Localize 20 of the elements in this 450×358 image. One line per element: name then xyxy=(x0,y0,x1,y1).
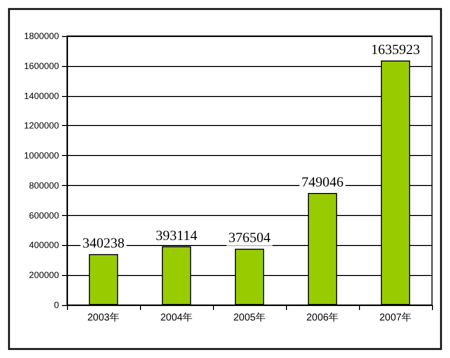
y-tick-label: 200000 xyxy=(28,270,59,280)
y-tick-label: 1400000 xyxy=(24,90,59,101)
x-tick-label: 2003年 xyxy=(87,312,120,324)
x-tick-label: 2006年 xyxy=(306,312,339,324)
y-tick-label: 0 xyxy=(54,300,59,310)
x-tick-label: 2004年 xyxy=(160,312,193,324)
y-tick-label: 1000000 xyxy=(24,150,59,161)
y-tick-label: 800000 xyxy=(28,180,59,190)
x-tick-label: 2005年 xyxy=(233,312,266,324)
y-tick-label: 1200000 xyxy=(24,120,59,131)
y-tick-label: 1600000 xyxy=(24,60,59,71)
data-label: 749046 xyxy=(302,176,344,191)
data-label: 393114 xyxy=(156,228,198,244)
y-tick-label: 600000 xyxy=(28,210,59,220)
data-label: 340238 xyxy=(82,236,124,252)
data-label: 1635923 xyxy=(371,43,420,58)
x-tick-label: 2007年 xyxy=(379,312,412,324)
y-tick-label: 400000 xyxy=(28,240,59,250)
data-label: 376504 xyxy=(228,231,270,246)
y-tick-label: 1800000 xyxy=(24,31,59,41)
